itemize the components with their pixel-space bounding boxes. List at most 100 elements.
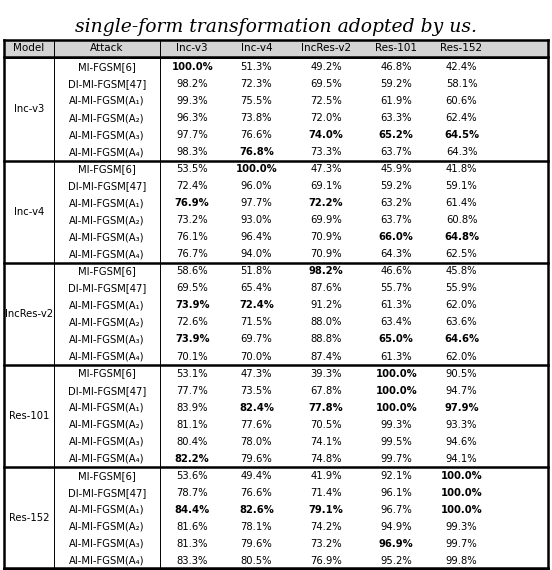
Text: 55.7%: 55.7% [380, 283, 412, 294]
Text: 72.3%: 72.3% [241, 79, 272, 89]
Text: 61.3%: 61.3% [380, 352, 412, 361]
Text: 73.5%: 73.5% [241, 385, 272, 396]
Text: 96.3%: 96.3% [177, 113, 208, 123]
Text: 96.4%: 96.4% [241, 232, 272, 242]
Text: 76.9%: 76.9% [310, 556, 342, 566]
Text: 79.6%: 79.6% [241, 539, 272, 549]
Text: 71.5%: 71.5% [241, 317, 272, 327]
Text: AI-MI-FGSM(A₃): AI-MI-FGSM(A₃) [70, 130, 145, 140]
Text: MI-FGSM[6]: MI-FGSM[6] [78, 471, 136, 481]
Text: 77.8%: 77.8% [309, 402, 343, 413]
Text: 55.9%: 55.9% [445, 283, 477, 294]
Text: IncRes-v2: IncRes-v2 [5, 309, 53, 319]
Text: 62.0%: 62.0% [445, 352, 477, 361]
Text: 70.5%: 70.5% [310, 420, 342, 430]
Text: 72.2%: 72.2% [309, 198, 343, 208]
Text: 100.0%: 100.0% [440, 488, 482, 498]
Text: Inc-v4: Inc-v4 [241, 43, 272, 54]
Text: 80.4%: 80.4% [177, 437, 208, 447]
Text: 72.5%: 72.5% [310, 96, 342, 106]
Text: 73.8%: 73.8% [241, 113, 272, 123]
Text: 59.2%: 59.2% [380, 79, 412, 89]
Text: 45.9%: 45.9% [380, 164, 412, 174]
Text: 100.0%: 100.0% [440, 471, 482, 481]
Text: AI-MI-FGSM(A₂): AI-MI-FGSM(A₂) [70, 317, 145, 327]
Text: 53.1%: 53.1% [177, 369, 208, 378]
Text: 81.3%: 81.3% [177, 539, 208, 549]
Text: AI-MI-FGSM(A₂): AI-MI-FGSM(A₂) [70, 420, 145, 430]
Text: 98.3%: 98.3% [177, 147, 208, 157]
Text: 63.7%: 63.7% [380, 215, 412, 225]
Text: 79.6%: 79.6% [241, 454, 272, 464]
Text: 46.6%: 46.6% [380, 266, 412, 276]
Text: 99.3%: 99.3% [380, 420, 412, 430]
Text: 62.5%: 62.5% [445, 249, 477, 259]
Text: 97.7%: 97.7% [176, 130, 208, 140]
Text: AI-MI-FGSM(A₃): AI-MI-FGSM(A₃) [70, 335, 145, 344]
Text: 72.0%: 72.0% [310, 113, 342, 123]
Text: 93.0%: 93.0% [241, 215, 272, 225]
Text: 63.6%: 63.6% [445, 317, 477, 327]
Text: 92.1%: 92.1% [380, 471, 412, 481]
Text: 72.4%: 72.4% [177, 181, 208, 191]
Text: 100.0%: 100.0% [236, 164, 277, 174]
Text: 75.5%: 75.5% [241, 96, 272, 106]
Text: AI-MI-FGSM(A₂): AI-MI-FGSM(A₂) [70, 113, 145, 123]
Text: DI-MI-FGSM[47]: DI-MI-FGSM[47] [68, 488, 146, 498]
Text: 94.9%: 94.9% [380, 522, 412, 532]
Text: 63.4%: 63.4% [380, 317, 412, 327]
Text: 64.3%: 64.3% [446, 147, 477, 157]
Text: 97.7%: 97.7% [241, 198, 272, 208]
Text: AI-MI-FGSM(A₃): AI-MI-FGSM(A₃) [70, 437, 145, 447]
Text: AI-MI-FGSM(A₄): AI-MI-FGSM(A₄) [70, 556, 145, 566]
Text: 78.1%: 78.1% [241, 522, 272, 532]
Text: 94.7%: 94.7% [445, 385, 477, 396]
Text: 61.4%: 61.4% [445, 198, 477, 208]
Text: 83.9%: 83.9% [177, 402, 208, 413]
Text: 94.6%: 94.6% [445, 437, 477, 447]
Text: single-form transformation adopted by us.: single-form transformation adopted by us… [75, 18, 477, 36]
Text: 60.6%: 60.6% [445, 96, 477, 106]
Text: DI-MI-FGSM[47]: DI-MI-FGSM[47] [68, 283, 146, 294]
Text: 69.5%: 69.5% [310, 79, 342, 89]
Text: 94.1%: 94.1% [445, 454, 477, 464]
Text: 77.6%: 77.6% [241, 420, 272, 430]
Text: 76.8%: 76.8% [239, 147, 274, 157]
Text: 82.6%: 82.6% [239, 505, 274, 515]
Text: 64.8%: 64.8% [444, 232, 479, 242]
Text: 99.7%: 99.7% [445, 539, 477, 549]
Text: 61.3%: 61.3% [380, 300, 412, 311]
Text: 97.9%: 97.9% [444, 402, 479, 413]
Text: 70.1%: 70.1% [177, 352, 208, 361]
Text: 66.0%: 66.0% [379, 232, 413, 242]
Text: MI-FGSM[6]: MI-FGSM[6] [78, 62, 136, 72]
Text: 70.9%: 70.9% [310, 232, 342, 242]
Text: 78.0%: 78.0% [241, 437, 272, 447]
Text: 100.0%: 100.0% [375, 369, 417, 378]
Text: Inc-v4: Inc-v4 [14, 207, 44, 217]
Text: 73.9%: 73.9% [175, 335, 210, 344]
Text: 41.8%: 41.8% [446, 164, 477, 174]
Text: 99.5%: 99.5% [380, 437, 412, 447]
Text: 53.5%: 53.5% [177, 164, 208, 174]
Text: 96.9%: 96.9% [379, 539, 413, 549]
Text: 81.1%: 81.1% [177, 420, 208, 430]
Text: 96.0%: 96.0% [241, 181, 272, 191]
Text: 69.9%: 69.9% [310, 215, 342, 225]
Text: 88.0%: 88.0% [310, 317, 342, 327]
Text: AI-MI-FGSM(A₂): AI-MI-FGSM(A₂) [70, 522, 145, 532]
Text: AI-MI-FGSM(A₄): AI-MI-FGSM(A₄) [70, 147, 145, 157]
Text: 51.8%: 51.8% [241, 266, 272, 276]
Text: 100.0%: 100.0% [171, 62, 213, 72]
Text: 63.7%: 63.7% [380, 147, 412, 157]
Text: 90.5%: 90.5% [445, 369, 477, 378]
Text: Model: Model [13, 43, 45, 54]
Text: 78.7%: 78.7% [177, 488, 208, 498]
Text: 87.6%: 87.6% [310, 283, 342, 294]
Text: AI-MI-FGSM(A₄): AI-MI-FGSM(A₄) [70, 454, 145, 464]
Text: 76.9%: 76.9% [175, 198, 210, 208]
Text: 47.3%: 47.3% [310, 164, 342, 174]
Text: 64.6%: 64.6% [444, 335, 479, 344]
Text: 70.9%: 70.9% [310, 249, 342, 259]
Text: DI-MI-FGSM[47]: DI-MI-FGSM[47] [68, 181, 146, 191]
